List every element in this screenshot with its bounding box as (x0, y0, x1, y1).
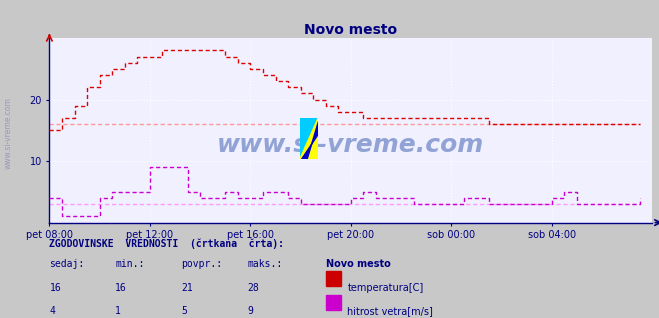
Text: 16: 16 (115, 283, 127, 293)
Text: temperatura[C]: temperatura[C] (347, 283, 424, 293)
Text: ZGODOVINSKE  VREDNOSTI  (črtkana  črta):: ZGODOVINSKE VREDNOSTI (črtkana črta): (49, 238, 285, 249)
Text: maks.:: maks.: (247, 259, 282, 269)
Text: Novo mesto: Novo mesto (326, 259, 391, 269)
Text: povpr.:: povpr.: (181, 259, 222, 269)
Polygon shape (302, 122, 318, 159)
Text: 4: 4 (49, 307, 55, 316)
Title: Novo mesto: Novo mesto (304, 23, 397, 37)
Polygon shape (300, 118, 318, 159)
Text: 5: 5 (181, 307, 187, 316)
Text: 28: 28 (247, 283, 259, 293)
Text: 21: 21 (181, 283, 193, 293)
Text: min.:: min.: (115, 259, 145, 269)
Polygon shape (300, 118, 318, 159)
Text: hitrost vetra[m/s]: hitrost vetra[m/s] (347, 307, 433, 316)
Text: www.si-vreme.com: www.si-vreme.com (3, 98, 13, 169)
Text: sedaj:: sedaj: (49, 259, 84, 269)
Text: 1: 1 (115, 307, 121, 316)
Text: 16: 16 (49, 283, 61, 293)
Text: www.si-vreme.com: www.si-vreme.com (217, 133, 484, 157)
Text: 9: 9 (247, 307, 253, 316)
